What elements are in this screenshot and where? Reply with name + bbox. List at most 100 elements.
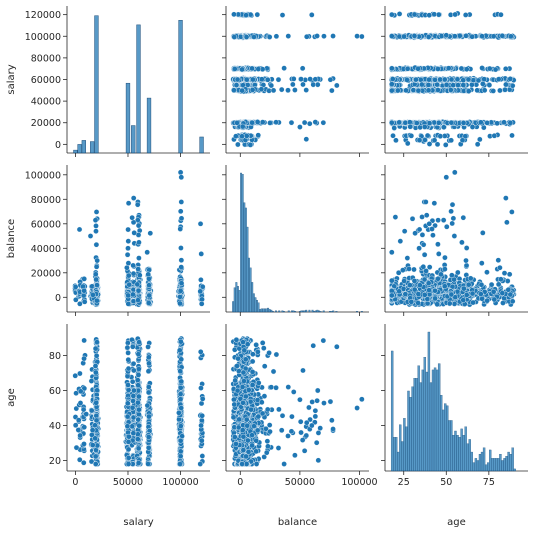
scatter-point	[474, 141, 481, 148]
scatter-point	[94, 282, 100, 288]
histogram-bar	[311, 309, 314, 313]
scatter-point	[454, 76, 461, 83]
histogram-bar	[322, 310, 325, 313]
scatter-point	[178, 280, 185, 287]
scatter-point	[426, 141, 433, 147]
scatter-point	[198, 251, 205, 257]
scatter-point	[178, 215, 185, 222]
scatter-point	[146, 292, 153, 299]
histogram-bar	[125, 82, 131, 154]
scatter-point	[448, 137, 454, 144]
scatter-point	[273, 119, 279, 126]
scatter-point	[413, 76, 419, 83]
scatter-point	[503, 81, 509, 88]
histogram-bar	[318, 310, 320, 313]
scatter-point	[418, 81, 425, 88]
scatter-point	[126, 281, 133, 288]
scatter-point	[320, 119, 327, 126]
scatter-point	[273, 33, 280, 40]
pairplot-panels: 0200004000060000800001000001200000200004…	[25, 6, 528, 488]
scatter-point	[144, 249, 150, 256]
scatter-point	[425, 87, 432, 94]
scatter-point	[445, 65, 452, 72]
scatter-point	[314, 81, 321, 88]
scatter-point	[417, 76, 424, 83]
histogram-bar	[241, 174, 244, 313]
scatter-point	[431, 137, 438, 144]
histogram-bar	[246, 226, 249, 313]
scatter-point	[460, 77, 467, 84]
histogram-bar	[251, 282, 254, 313]
scatter-point	[498, 11, 504, 18]
scatter-point	[254, 11, 261, 18]
scatter-point	[234, 120, 240, 126]
histogram-bar	[77, 144, 82, 154]
scatter-point	[239, 66, 245, 73]
scatter-point	[80, 292, 87, 299]
y-tick-label: 120000	[25, 10, 61, 21]
scatter-point	[408, 133, 415, 139]
scatter-point	[462, 12, 469, 18]
histogram-bar	[265, 308, 268, 313]
histogram-bar	[249, 267, 252, 313]
scatter-point	[267, 120, 273, 126]
scatter-point	[425, 34, 432, 40]
histogram-bar	[316, 309, 319, 313]
scatter-point	[389, 11, 395, 18]
scatter-point	[459, 137, 466, 144]
scatter-point	[502, 86, 508, 93]
scatter-point	[389, 119, 395, 126]
scatter-point	[177, 169, 184, 176]
scatter-point	[231, 34, 238, 40]
histogram-bar	[330, 311, 333, 313]
scatter-point	[178, 245, 184, 251]
scatter-point	[178, 174, 185, 181]
y-tick-label: 20000	[31, 118, 61, 129]
scatter-point	[443, 32, 450, 39]
scatter-point	[455, 269, 461, 276]
scatter-point	[77, 301, 83, 307]
scatter-point	[231, 66, 238, 72]
scatter-point	[508, 33, 514, 40]
scatter-point	[431, 119, 438, 126]
histogram-bar	[238, 290, 241, 313]
histogram-bar	[233, 287, 236, 313]
scatter-point	[231, 11, 237, 18]
scatter-point	[255, 66, 262, 72]
scatter-point	[409, 215, 416, 222]
scatter-point	[479, 33, 485, 40]
histogram-bar	[290, 310, 293, 313]
scatter-point	[411, 33, 418, 39]
scatter-point	[435, 87, 441, 93]
scatter-point	[415, 87, 422, 94]
scatter-point	[258, 76, 265, 83]
scatter-point	[281, 65, 287, 71]
scatter-point	[490, 88, 497, 94]
scatter-point	[312, 76, 319, 83]
histogram-bar	[254, 297, 257, 313]
histogram-bar	[263, 308, 266, 313]
panel-balance-vs-age	[381, 165, 528, 316]
scatter-point	[424, 132, 431, 139]
scatter-point	[134, 281, 141, 288]
scatter-point	[481, 76, 487, 83]
scatter-point	[465, 88, 472, 94]
scatter-point	[415, 65, 421, 72]
scatter-point	[258, 86, 265, 93]
scatter-point	[431, 200, 438, 206]
scatter-point	[233, 82, 240, 88]
scatter-point	[243, 12, 249, 18]
scatter-point	[303, 33, 310, 40]
scatter-point	[469, 33, 475, 40]
scatter-point	[434, 81, 440, 88]
scatter-point	[125, 260, 132, 266]
scatter-point	[243, 133, 250, 139]
scatter-point	[481, 87, 488, 94]
scatter-point	[239, 133, 245, 140]
histogram-bar	[260, 308, 263, 313]
histogram-bar	[73, 149, 78, 154]
scatter-point	[413, 120, 420, 126]
y-tick-label: 40000	[31, 244, 61, 255]
histogram-bar	[236, 286, 239, 313]
